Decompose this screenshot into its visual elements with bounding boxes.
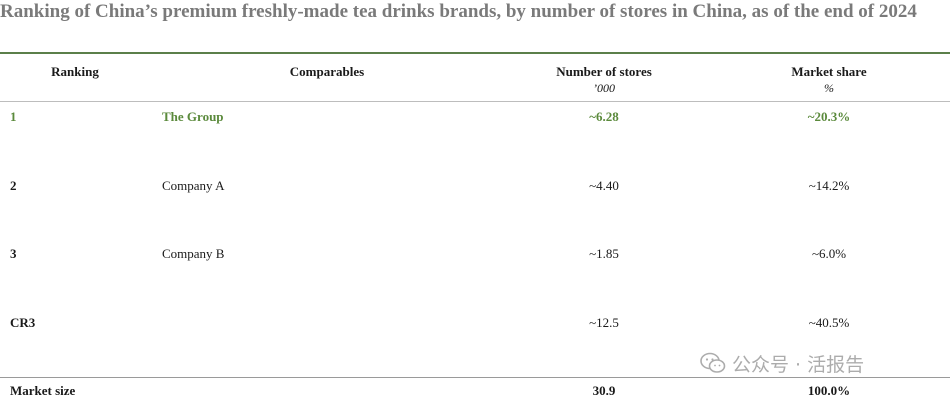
row-share: ~14.2% [808,178,850,193]
row-stores: ~12.5 [589,315,619,330]
row-name: Company A [162,178,225,193]
row-share: ~6.0% [811,246,847,261]
row-rank: CR3 [10,315,36,330]
header-top-rule [0,52,950,54]
footer-rule [0,377,950,378]
row-stores: ~6.28 [589,109,619,124]
watermark-text: 公众号 · 活报告 [732,353,865,376]
column-unit-stores: ’000 [593,81,615,95]
table-title: Ranking of China’s premium freshly-made … [0,1,917,22]
row-stores: ~1.85 [589,246,619,261]
column-header-comparables: Comparables [289,64,365,79]
row-name: Company B [162,246,225,261]
column-header-share: Market share [791,64,867,79]
row-share: ~40.5% [808,315,850,330]
header-bottom-rule [0,101,950,102]
column-header-stores: Number of stores [556,64,652,79]
footer-label: Market size [10,383,76,398]
watermark: 公众号 · 活报告 [700,349,864,377]
footer-stores: 30.9 [592,383,616,398]
row-rank: 1 [10,109,17,124]
row-stores: ~4.40 [589,178,619,193]
column-unit-share: % [824,81,834,95]
wechat-icon [700,352,726,373]
footer-share: 100.0% [807,383,851,398]
row-name: The Group [162,109,224,124]
column-header-ranking: Ranking [51,64,99,79]
row-rank: 3 [10,246,17,261]
row-rank: 2 [10,178,17,193]
row-share: ~20.3% [807,109,851,124]
